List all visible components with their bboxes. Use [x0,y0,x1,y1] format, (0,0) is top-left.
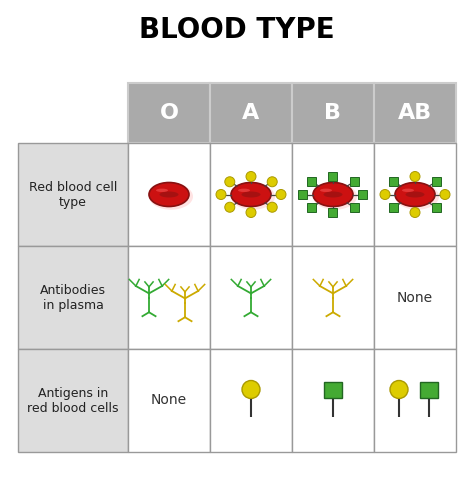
Bar [210,83,292,143]
Ellipse shape [320,189,332,192]
Text: B: B [325,103,341,123]
Bar [210,143,292,246]
Bar [292,83,374,143]
FancyBboxPatch shape [350,203,359,212]
Ellipse shape [313,183,357,210]
Bar [128,143,210,246]
Bar [18,349,128,452]
FancyBboxPatch shape [420,381,438,397]
Circle shape [267,202,277,212]
Ellipse shape [149,183,193,210]
Circle shape [225,177,235,187]
Ellipse shape [395,183,435,207]
Circle shape [216,190,226,200]
Bar [128,349,210,452]
Text: Antibodies
in plasma: Antibodies in plasma [40,284,106,311]
Ellipse shape [149,183,189,207]
FancyBboxPatch shape [307,203,316,212]
Ellipse shape [159,192,179,198]
Circle shape [380,190,390,200]
Circle shape [267,177,277,187]
Ellipse shape [395,183,439,210]
Bar [374,83,456,143]
Bar [18,143,128,246]
FancyBboxPatch shape [307,177,316,186]
FancyBboxPatch shape [389,177,398,186]
Bar [18,246,128,349]
Ellipse shape [231,183,271,207]
Ellipse shape [405,192,425,198]
Text: A: A [242,103,260,123]
Ellipse shape [241,192,261,198]
Circle shape [410,172,420,182]
Bar [292,349,374,452]
Bar [374,246,456,349]
Ellipse shape [402,189,414,192]
Circle shape [276,190,286,200]
FancyBboxPatch shape [389,203,398,212]
Bar [128,83,210,143]
Text: None: None [397,291,433,304]
Text: Red blood cell
type: Red blood cell type [29,181,117,209]
FancyBboxPatch shape [350,177,359,186]
Ellipse shape [231,183,275,210]
Text: BLOOD TYPE: BLOOD TYPE [139,16,335,44]
Text: O: O [159,103,179,123]
Bar [292,246,374,349]
Circle shape [440,190,450,200]
Bar [210,349,292,452]
Circle shape [225,202,235,212]
FancyBboxPatch shape [432,203,441,212]
Ellipse shape [313,183,353,207]
Bar [374,349,456,452]
Ellipse shape [323,192,343,198]
Circle shape [246,172,256,182]
FancyBboxPatch shape [328,172,337,181]
Text: None: None [151,393,187,407]
Circle shape [410,208,420,217]
Circle shape [246,208,256,217]
Bar [374,143,456,246]
Bar [210,246,292,349]
FancyBboxPatch shape [328,208,337,217]
Bar [292,143,374,246]
FancyBboxPatch shape [432,177,441,186]
Ellipse shape [238,189,250,192]
FancyBboxPatch shape [299,190,308,199]
Ellipse shape [156,189,168,192]
FancyBboxPatch shape [358,190,367,199]
Bar [128,246,210,349]
Circle shape [242,380,260,398]
Text: AB: AB [398,103,432,123]
Circle shape [390,380,408,398]
Text: Antigens in
red blood cells: Antigens in red blood cells [27,386,119,414]
FancyBboxPatch shape [324,381,342,397]
